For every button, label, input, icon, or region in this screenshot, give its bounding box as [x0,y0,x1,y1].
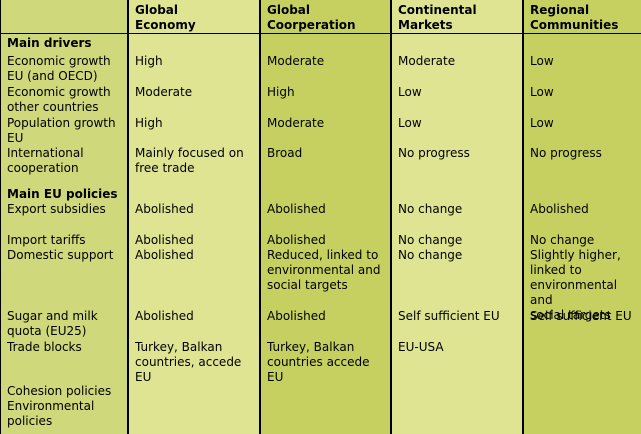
cell-continental-markets: No progress [398,146,470,160]
cell-global-cooperation: Turkey, Balkan countries accede EU [267,340,370,384]
row-label: Environmental policies [7,399,95,428]
global-economy-column [129,0,259,434]
cell-global-cooperation: Reduced, linked to environmental and soc… [267,248,381,292]
cell-global-economy: High [135,54,163,68]
cell-global-cooperation: Abolished [267,202,326,216]
row-label: Trade blocks [7,340,82,354]
cell-global-cooperation: Abolished [267,233,326,247]
cell-global-economy: Abolished [135,202,194,216]
cell-global-economy: Abolished [135,233,194,247]
header-divider [0,33,641,34]
header-global-economy: Global Economy [135,3,196,32]
row-label: Export subsidies [7,202,106,216]
section-main-eu-policies: Main EU policies [7,187,118,201]
cell-global-cooperation: Abolished [267,309,326,323]
cell-continental-markets: Moderate [398,54,456,68]
cell-global-cooperation: Broad [267,146,303,160]
header-global-cooperation: Global Coorperation [267,3,356,32]
cell-continental-markets: Self sufficient EU [398,309,500,323]
label-column [1,0,127,434]
cell-regional-communities: Abolished [530,202,589,216]
cell-global-economy: Moderate [135,85,193,99]
row-label: Cohesion policies [7,384,112,398]
row-label: Economic growth other countries [7,85,111,114]
header-regional-communities: Regional Communities [530,3,619,32]
cell-global-economy: High [135,116,163,130]
cell-regional-communities: Low [530,116,554,130]
row-label: Economic growth EU (and OECD) [7,54,111,83]
continental-markets-column [392,0,522,434]
cell-global-cooperation: Moderate [267,54,325,68]
global-cooperation-column [261,0,390,434]
cell-continental-markets: EU-USA [398,340,444,354]
cell-regional-communities: Self sufficient EU [530,309,632,323]
row-label: Import tariffs [7,233,86,247]
cell-continental-markets: Low [398,116,422,130]
regional-communities-column [524,0,641,434]
cell-global-cooperation: High [267,85,295,99]
row-label: Domestic support [7,248,114,262]
section-main-drivers: Main drivers [7,36,92,50]
header-continental-markets: Continental Markets [398,3,477,32]
cell-global-economy: Mainly focused on free trade [135,146,244,175]
cell-global-economy: Turkey, Balkan countries, accede EU [135,340,242,384]
row-label: Sugar and milk quota (EU25) [7,309,98,338]
cell-global-economy: Abolished [135,309,194,323]
cell-continental-markets: Low [398,85,422,99]
cell-regional-communities: No progress [530,146,602,160]
cell-regional-communities: Low [530,54,554,68]
cell-continental-markets: No change [398,202,463,216]
row-label: International cooperation [7,146,84,175]
cell-global-cooperation: Moderate [267,116,325,130]
row-label: Population growth EU [7,116,116,145]
cell-continental-markets: No change [398,233,463,247]
cell-global-economy: Abolished [135,248,194,262]
cell-continental-markets: No change [398,248,463,262]
cell-regional-communities: Slightly higher, linked to environmental… [530,248,621,322]
cell-regional-communities: Low [530,85,554,99]
cell-regional-communities: No change [530,233,595,247]
